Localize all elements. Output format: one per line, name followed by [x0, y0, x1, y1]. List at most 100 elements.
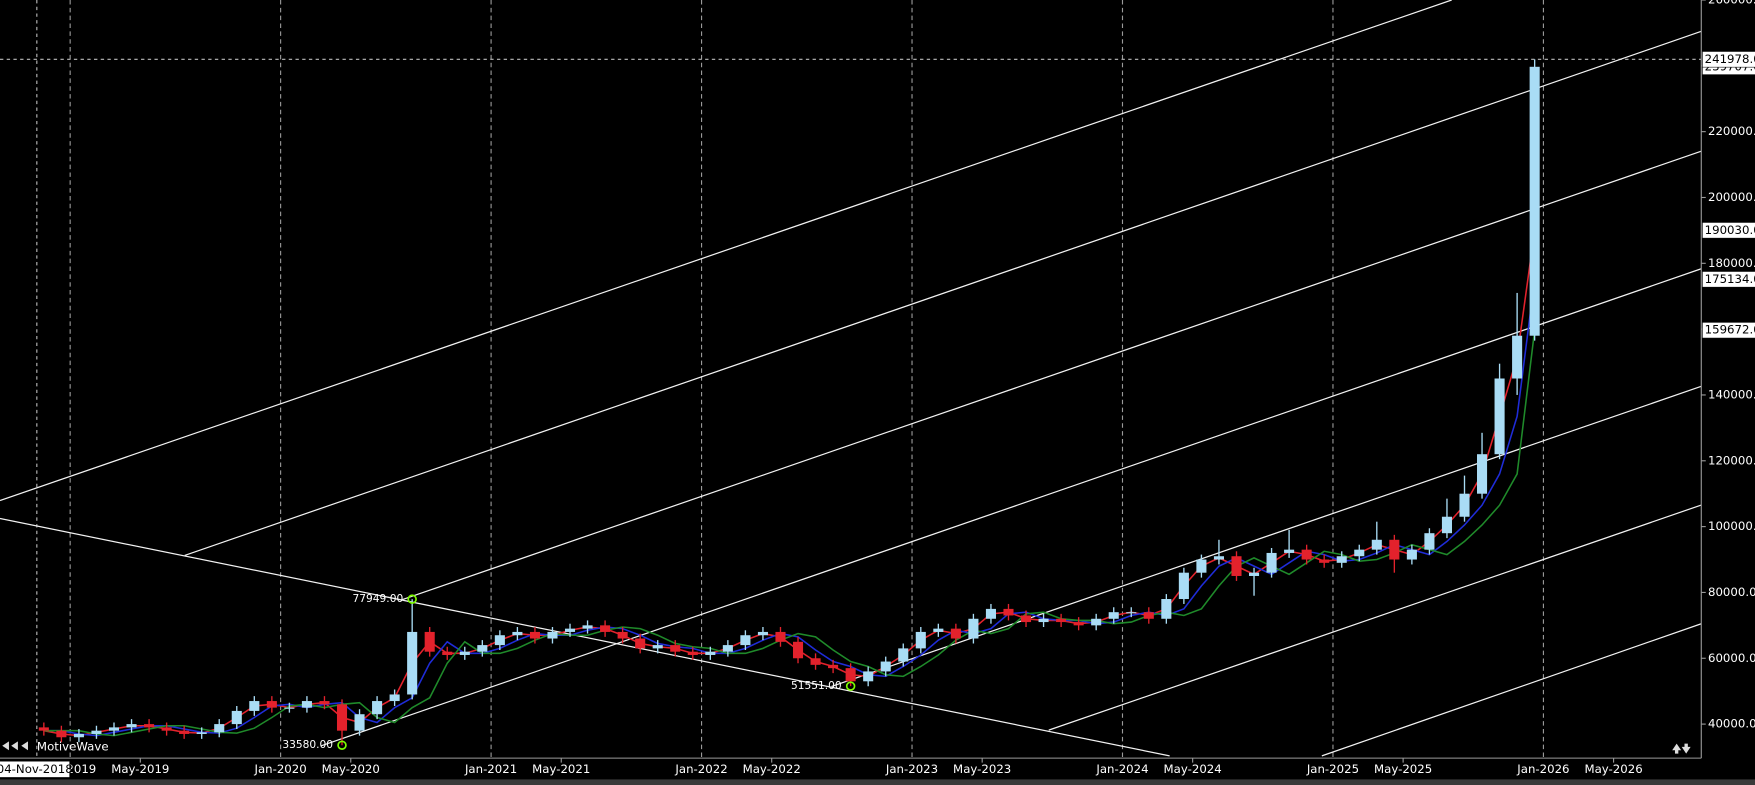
- trend-line: [1048, 504, 1702, 731]
- price-marker-label: 241978.0: [1705, 52, 1755, 66]
- trend-line: [184, 30, 1702, 557]
- moving-average: [43, 279, 1536, 737]
- candle-body: [73, 733, 84, 738]
- y-tick-label: 60000.0: [1708, 651, 1755, 665]
- candle-body: [898, 648, 909, 662]
- x-tick-label: Jan-2021: [464, 762, 517, 776]
- y-tick-label: 140000.0: [1708, 387, 1755, 401]
- candle-body: [880, 661, 891, 672]
- price-marker-label: 175134.0: [1705, 272, 1755, 286]
- candle-body: [1143, 612, 1154, 619]
- candle-body: [985, 608, 996, 619]
- y-tick-label: 100000.0: [1708, 519, 1755, 533]
- price-marker-label: 159672.0: [1705, 323, 1755, 337]
- x-tick-label: Jan-2026: [1516, 762, 1569, 776]
- candle-body: [600, 625, 611, 632]
- candle-body: [1161, 599, 1172, 619]
- moving-average: [43, 230, 1536, 737]
- price-marker-label: 190030.0: [1705, 223, 1755, 237]
- candle-body: [1354, 549, 1365, 557]
- price-marker: [1702, 322, 1755, 339]
- candle-body: [1371, 539, 1382, 550]
- y-tick-label: 80000.0: [1708, 585, 1755, 599]
- candle-body: [179, 730, 190, 734]
- candle-body: [1424, 533, 1435, 550]
- y-tick-label: 220000.0: [1708, 124, 1755, 138]
- candle-body: [1073, 622, 1084, 626]
- cursor-date-label: 04-Nov-2018: [0, 762, 73, 776]
- candle-body: [968, 618, 979, 639]
- candle-body: [1441, 516, 1452, 534]
- trend-line: [0, 0, 1452, 502]
- candle-body: [1248, 572, 1260, 576]
- pivot-label: 33580.00: [282, 738, 333, 751]
- candle-body: [1406, 549, 1417, 560]
- candle-body: [1389, 539, 1400, 560]
- trend-lines: [0, 0, 1702, 757]
- candle-body: [1108, 612, 1119, 619]
- scrollbar[interactable]: [0, 779, 1755, 785]
- trend-line: [1321, 623, 1702, 757]
- candle-body: [1266, 552, 1277, 573]
- pivot-label: 77949.00: [353, 592, 404, 605]
- candle-body: [407, 631, 418, 695]
- y-tick-label: 40000.0: [1708, 717, 1755, 731]
- candle-body: [950, 628, 961, 639]
- nav-icons[interactable]: [2, 741, 28, 751]
- x-tick-label: Jan-2025: [1306, 762, 1359, 776]
- trend-line: [321, 268, 1702, 747]
- pivot-marker: [337, 740, 347, 750]
- price-marker: [1702, 271, 1755, 288]
- candle-body: [494, 635, 505, 646]
- candle-body: [91, 730, 102, 734]
- candle-body: [1477, 454, 1488, 494]
- candle-body: [1038, 618, 1049, 623]
- candle-body: [564, 628, 576, 632]
- candle-body: [108, 727, 120, 731]
- candle-body: [810, 658, 821, 665]
- candle-body: [582, 625, 593, 629]
- candle-body: [547, 631, 558, 639]
- candle-body: [1091, 618, 1102, 626]
- candle-body: [915, 631, 926, 649]
- candle-body: [459, 651, 470, 655]
- candle-body: [336, 704, 348, 731]
- candle-body: [863, 671, 874, 682]
- candle-body: [792, 641, 804, 659]
- candle-body: [635, 638, 646, 649]
- candle-body: [372, 701, 383, 715]
- candle-body: [354, 714, 365, 731]
- trend-line: [400, 150, 1702, 601]
- y-tick-label: 260000.0: [1708, 0, 1755, 7]
- candle-body: [214, 724, 225, 733]
- candle-body: [1284, 549, 1295, 553]
- trend-line: [0, 517, 1170, 757]
- y-tick-label: 180000.0: [1708, 256, 1755, 270]
- candle-body: [1196, 559, 1207, 573]
- watermark: MotiveWave: [37, 739, 109, 753]
- plot-layer: [38, 59, 1540, 750]
- x-tick-label: Jan-2024: [1095, 762, 1148, 776]
- cursor-date-box: [0, 761, 70, 778]
- x-tick-label: Jan-2023: [885, 762, 938, 776]
- candle-body: [1231, 556, 1242, 576]
- price-marker: [1702, 222, 1755, 239]
- x-tick-label: May-2020: [322, 762, 380, 776]
- candle-body: [126, 724, 137, 728]
- candle-body: [775, 631, 786, 642]
- moving-average: [43, 330, 1536, 737]
- candle-body: [933, 628, 944, 632]
- candle-body: [1020, 615, 1032, 623]
- scroll-icons[interactable]: [1672, 743, 1691, 754]
- candle-body: [740, 635, 751, 646]
- candle-body: [424, 631, 435, 652]
- candle-body: [1512, 335, 1523, 379]
- watermark-group: MotiveWave: [2, 739, 109, 753]
- x-tick-label: May-2021: [532, 762, 590, 776]
- candle-body: [56, 730, 67, 738]
- candle-body: [144, 724, 155, 728]
- candle-body: [1178, 572, 1189, 600]
